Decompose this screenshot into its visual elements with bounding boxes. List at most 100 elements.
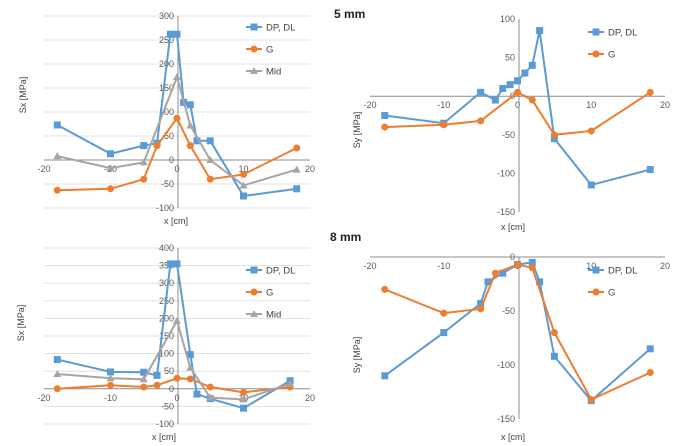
legend-entry: DP, DL: [588, 28, 637, 39]
y-axis-title: Sy [MPa]: [352, 337, 362, 374]
y-tick-label: 400: [159, 243, 174, 253]
data-point: [206, 156, 215, 163]
series-g: [381, 261, 654, 404]
x-tick-label: -20: [363, 261, 376, 271]
data-point: [53, 385, 61, 393]
y-tick-label: -50: [502, 306, 515, 316]
x-axis-title: x [cm]: [164, 216, 188, 226]
legend-entry: Mid: [246, 67, 281, 78]
x-tick-label: 0: [515, 100, 520, 110]
legend-swatch-marker: [250, 23, 258, 31]
x-tick-label: 10: [586, 100, 596, 110]
data-point: [186, 375, 194, 383]
series-line: [384, 91, 651, 136]
data-point: [587, 181, 595, 189]
legend-entry: Mid: [246, 310, 281, 321]
data-point: [206, 383, 214, 391]
legend-swatch-marker: [592, 288, 600, 296]
data-point: [173, 72, 181, 80]
y-tick-label: -50: [161, 401, 174, 411]
data-point: [173, 316, 181, 324]
data-point: [240, 192, 247, 200]
y-tick-label: 150: [159, 331, 174, 341]
series-dp-dl: [381, 258, 654, 405]
x-tick-label: 0: [174, 164, 179, 174]
data-point: [646, 166, 654, 174]
legend-label: DP, DL: [266, 266, 295, 277]
x-axis-title: x [cm]: [501, 432, 525, 442]
data-point: [153, 371, 161, 379]
series-mid: [53, 72, 301, 189]
legend-label: DP, DL: [608, 266, 637, 277]
series-g: [53, 114, 301, 194]
data-point: [53, 121, 61, 129]
x-tick-label: 0: [174, 393, 179, 403]
series-g: [53, 374, 294, 396]
data-point: [53, 370, 62, 378]
x-tick-label: 10: [586, 261, 596, 271]
y-tick-label: -100: [156, 203, 174, 213]
data-point: [292, 165, 301, 173]
data-point: [521, 69, 529, 77]
chart-sx-8mm: -100-50050100150200250300350400-20-10010…: [16, 243, 315, 442]
data-point: [153, 142, 161, 150]
y-tick-label: -150: [497, 207, 515, 217]
data-point: [381, 112, 389, 119]
x-tick-label: -20: [363, 100, 376, 110]
data-point: [53, 152, 62, 160]
data-point: [153, 381, 161, 389]
y-tick-label: 0: [510, 252, 515, 262]
data-point: [186, 363, 195, 371]
series-line: [384, 261, 651, 403]
series-line: [57, 73, 297, 187]
y-tick-label: 50: [164, 131, 174, 141]
legend-swatch-marker: [592, 266, 600, 274]
data-point: [528, 61, 536, 69]
data-point: [53, 186, 61, 194]
data-point: [514, 88, 521, 96]
legend-label: DP, DL: [608, 28, 637, 39]
legend-swatch-marker: [250, 288, 258, 296]
data-point: [550, 329, 558, 337]
data-point: [514, 77, 521, 85]
data-point: [440, 309, 448, 317]
data-point: [440, 329, 448, 337]
y-tick-label: 100: [159, 349, 174, 359]
x-tick-label: 10: [238, 164, 248, 174]
x-axis-title: x [cm]: [501, 222, 525, 232]
legend-entry: G: [588, 288, 615, 299]
data-point: [173, 260, 181, 268]
y-tick-label: 50: [505, 53, 515, 63]
data-point: [440, 121, 448, 129]
data-point: [239, 395, 248, 403]
y-tick-label: -50: [161, 179, 174, 189]
data-point: [484, 278, 492, 286]
data-point: [491, 269, 499, 277]
y-tick-label: -100: [156, 419, 174, 429]
y-tick-label: -100: [497, 360, 515, 370]
data-point: [107, 150, 114, 158]
data-point: [140, 142, 148, 150]
x-axis-title: x [cm]: [152, 432, 176, 442]
legend-label: DP, DL: [266, 23, 295, 34]
data-point: [491, 96, 499, 104]
data-point: [506, 81, 514, 89]
y-tick-label: -50: [502, 130, 515, 140]
data-point: [646, 369, 654, 377]
section-label-8mm: 8 mm: [330, 230, 361, 244]
y-tick-label: 0: [169, 384, 174, 394]
y-tick-label: -150: [497, 414, 515, 424]
data-point: [477, 88, 485, 96]
series-g: [381, 88, 654, 139]
data-point: [240, 404, 247, 412]
data-point: [528, 258, 536, 266]
x-tick-label: 20: [305, 393, 315, 403]
data-point: [550, 131, 558, 139]
legend-entry: G: [246, 45, 273, 56]
data-point: [646, 88, 654, 96]
y-tick-label: 250: [159, 35, 174, 45]
